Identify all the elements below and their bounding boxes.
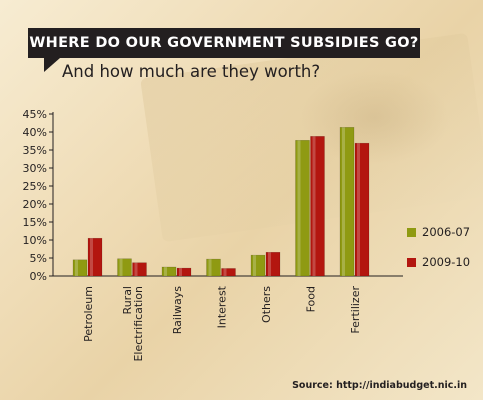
bar-highlight (119, 258, 123, 276)
legend-label-2006-07: 2006-07 (422, 225, 471, 239)
bar-highlight (357, 143, 360, 276)
bar-2009-10-fertilizer (354, 142, 370, 277)
bars (72, 127, 370, 277)
bar-highlight (164, 267, 167, 276)
chart-subtitle: And how much are they worth? (62, 62, 321, 81)
bar-highlight (268, 252, 271, 276)
bar-2006-07-interest (206, 258, 221, 277)
speech-bubble-tail (44, 58, 60, 72)
legend-swatch-2006-07 (407, 227, 416, 237)
x-tick-label: Railways (171, 286, 184, 335)
bar-highlight (179, 268, 182, 276)
y-tick-label: 15% (23, 216, 47, 229)
legend-item-2009-10: 2009-10 (407, 254, 470, 270)
bar-highlight (90, 238, 93, 276)
bar-2009-10-railways (176, 267, 192, 277)
y-tick-label: 35% (23, 144, 47, 157)
bar-highlight (75, 259, 78, 276)
x-tick-label: Fertilizer (349, 286, 362, 334)
bar-2009-10-food (310, 136, 325, 277)
y-tick-label: 30% (23, 162, 47, 175)
x-tick-label: Interest (216, 285, 229, 328)
bar-2009-10-petroleum (87, 237, 103, 277)
x-tick-label: Electrification (132, 286, 145, 362)
y-tick-label: 10% (23, 234, 47, 247)
x-tick-label: Food (305, 286, 318, 312)
bar-highlight (134, 262, 138, 276)
y-tick-label: 20% (23, 198, 47, 211)
bar-highlight (297, 140, 301, 276)
banknote-portrait-shadow (300, 70, 450, 165)
legend-item-2006-07: 2006-07 (407, 224, 470, 240)
bar-2006-07-food (295, 140, 310, 277)
bar-2006-07-railways (161, 266, 177, 277)
legend-label-2009-10: 2009-10 (422, 255, 471, 269)
bar-2006-07-fertilizer (339, 127, 355, 277)
bar-2009-10-others (265, 251, 281, 277)
bar-highlight (312, 136, 316, 276)
x-tick-label: Petroleum (82, 286, 95, 342)
bar-2006-07-petroleum (72, 259, 88, 277)
bar-2009-10-interest (221, 268, 236, 277)
y-tick-label: 25% (23, 180, 47, 193)
y-tick-label: 40% (23, 126, 47, 139)
legend: 2006-07 2009-10 (407, 224, 470, 284)
legend-swatch-2009-10 (407, 257, 416, 267)
x-tick-label: Others (260, 286, 273, 323)
bar-highlight (253, 255, 256, 276)
bar-highlight (223, 268, 227, 276)
bar-2006-07-others (250, 254, 266, 277)
y-tick-label: 5% (30, 252, 47, 265)
x-tick-label: Rural (121, 286, 134, 314)
source-note: Source: http://indiabudget.nic.in (292, 380, 467, 391)
y-tick-label: 45% (23, 108, 47, 121)
bar-2006-07-rural-electrification (117, 258, 132, 277)
bar-highlight (342, 127, 345, 276)
y-tick-label: 0% (30, 270, 47, 283)
chart-title: WHERE DO OUR GOVERNMENT SUBSIDIES GO? (28, 28, 420, 58)
bar-highlight (208, 259, 212, 276)
bar-2009-10-rural-electrification (132, 262, 147, 277)
